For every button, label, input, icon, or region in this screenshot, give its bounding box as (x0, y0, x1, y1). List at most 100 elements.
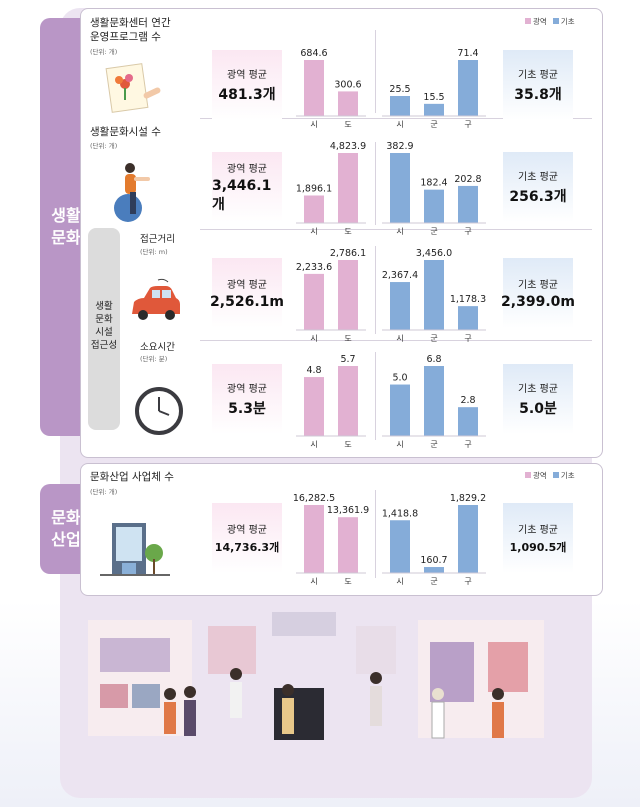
category-label: 도 (344, 227, 351, 236)
gallery-illustration (88, 612, 544, 740)
legend-basic-label-2: 기초 (560, 471, 575, 480)
metro-average-label: 광역 평균 (227, 164, 267, 175)
data-label: 13,361.9 (327, 505, 369, 516)
metro-average-label: 광역 평균 (227, 525, 267, 536)
divider (375, 490, 376, 578)
metro-average-box: 광역 평균 3,446.1개 (212, 152, 282, 222)
basic-average-label: 기초 평균 (518, 70, 558, 81)
category-label: 시 (396, 440, 403, 449)
legend-industry: 광역 기초 (525, 470, 575, 481)
divider (375, 352, 376, 440)
basic-average-box: 기초 평균 2,399.0m (501, 258, 575, 328)
basic-average-box: 기초 평균 1,090.5개 (503, 503, 573, 573)
metro-average-value: 3,446.1개 (212, 178, 272, 213)
bar (304, 505, 324, 573)
panel-title-programs: 생활문화센터 연간 운영프로그램 수 (90, 17, 171, 43)
basic-average-box: 기초 평균 256.3개 (503, 152, 573, 222)
bar (338, 366, 358, 436)
basic-average-value: 2,399.0m (501, 294, 575, 310)
data-label: 6.8 (426, 354, 441, 365)
legend: 광역 기초 (525, 16, 575, 27)
legend-metro: 광역 (525, 16, 547, 27)
category-label: 구 (464, 120, 471, 129)
category-label: 시 (310, 227, 317, 236)
bar (424, 567, 444, 573)
basic-average-label: 기초 평균 (518, 384, 558, 395)
metro-average-value: 5.3분 (228, 401, 266, 417)
metro-average-value: 481.3개 (218, 87, 276, 103)
data-label: 3,456.0 (416, 248, 452, 259)
category-label: 시 (396, 334, 403, 343)
divider (375, 246, 376, 334)
category-label: 군 (430, 334, 437, 343)
access-label: 생활 문화 시설 접근성 (90, 301, 118, 351)
category-label: 군 (430, 577, 437, 586)
data-label: 4.8 (306, 365, 321, 376)
data-label: 2,786.1 (330, 248, 366, 259)
panel-unit-programs: (단위: 개) (90, 48, 118, 56)
separator (200, 118, 592, 119)
data-label: 15.5 (423, 92, 444, 103)
category-label: 구 (464, 577, 471, 586)
panel-title-industry: 문화산업 사업체 수 (90, 471, 174, 483)
basic-average-value: 35.8개 (514, 87, 562, 103)
data-label: 182.4 (420, 178, 447, 189)
category-label: 구 (464, 440, 471, 449)
data-label: 4,823.9 (330, 141, 366, 152)
metro-average-label: 광역 평균 (227, 70, 267, 81)
bar (424, 103, 444, 116)
time-label: 소요시간 (140, 342, 175, 353)
bar (458, 407, 478, 436)
bar (338, 517, 358, 573)
basic-average-value: 1,090.5개 (509, 541, 567, 554)
category-label: 군 (430, 440, 437, 449)
basic-average-value: 5.0분 (519, 401, 557, 417)
category-label: 구 (464, 227, 471, 236)
data-label: 16,282.5 (293, 493, 335, 504)
data-label: 2.8 (460, 395, 475, 406)
panel-unit-industry: (단위: 개) (90, 488, 118, 496)
bar (338, 91, 358, 116)
metro-average-value: 2,526.1m (210, 294, 284, 310)
bar (390, 96, 410, 116)
legend-basic-2: 기초 (552, 470, 575, 481)
access-label-box: 생활 문화 시설 접근성 (88, 228, 120, 430)
section-label-living: 생활 문화 (51, 206, 81, 247)
bar (458, 306, 478, 330)
divider (375, 30, 376, 113)
metro-average-box: 광역 평균 481.3개 (212, 50, 282, 120)
category-label: 군 (430, 227, 437, 236)
bar (424, 189, 444, 223)
section-label-industry: 문화 산업 (51, 508, 81, 549)
bar (390, 153, 410, 223)
category-label: 도 (344, 577, 351, 586)
bar (304, 195, 324, 223)
painting-icon (105, 63, 161, 113)
metro-average-label: 광역 평균 (227, 384, 267, 395)
legend-metro-label-2: 광역 (533, 471, 547, 480)
data-label: 71.4 (457, 48, 478, 59)
data-label: 202.8 (454, 174, 481, 185)
distance-unit: (단위: m) (140, 248, 168, 256)
bar (390, 384, 410, 436)
divider (375, 142, 376, 225)
bar (390, 282, 410, 330)
category-label: 시 (310, 334, 317, 343)
data-label: 1,178.3 (450, 294, 486, 305)
time-unit: (단위: 분) (140, 355, 168, 363)
bar (458, 60, 478, 116)
category-label: 군 (430, 120, 437, 129)
panel-title-facilities: 생활문화시설 수 (90, 126, 161, 138)
bar (390, 520, 410, 573)
legend-basic: 기초 (552, 16, 575, 27)
category-label: 시 (396, 577, 403, 586)
data-label: 2,367.4 (382, 270, 418, 281)
distance-label: 접근거리 (140, 234, 175, 245)
bar (458, 185, 478, 223)
data-label: 5.0 (392, 373, 407, 384)
category-label: 시 (310, 120, 317, 129)
data-label: 160.7 (420, 555, 447, 566)
exercise-ball-icon (114, 163, 150, 222)
basic-average-label: 기초 평균 (518, 172, 558, 183)
